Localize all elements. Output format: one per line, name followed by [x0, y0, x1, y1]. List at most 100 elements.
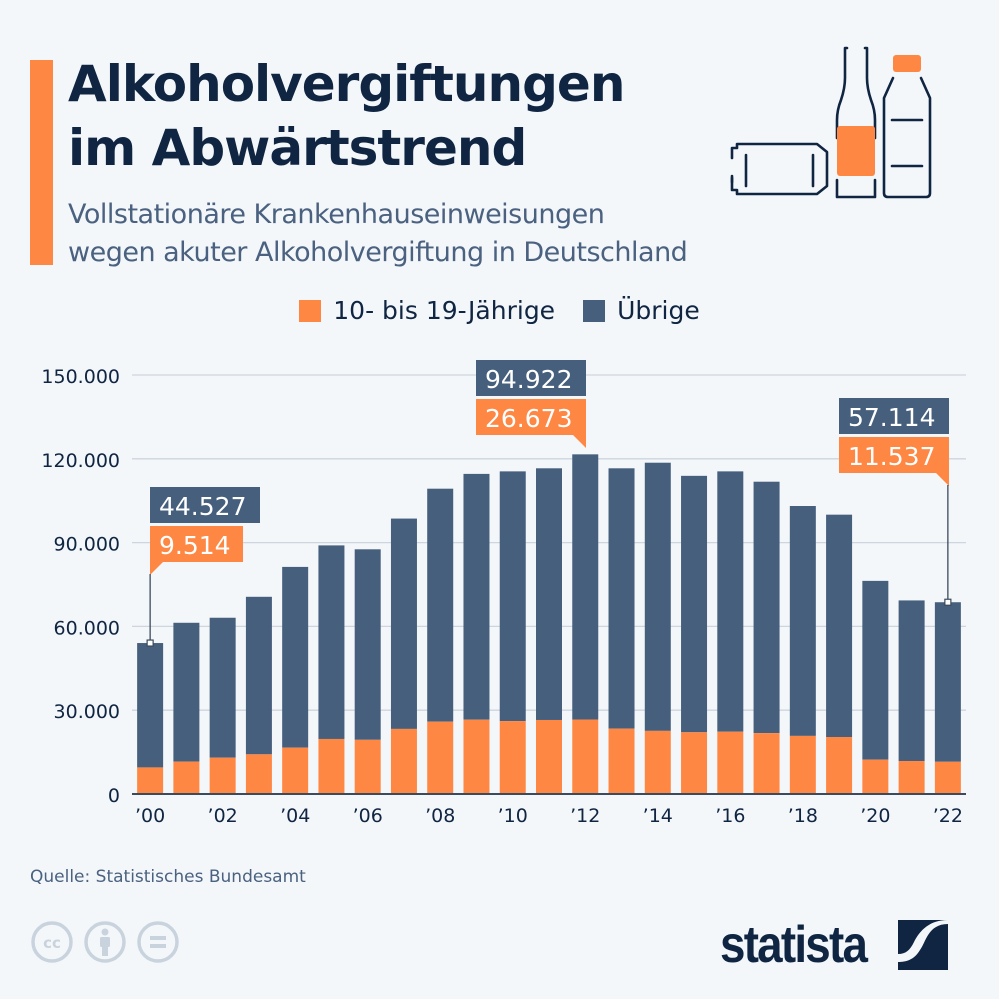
statista-mark-icon: [898, 920, 949, 970]
value-callout: 57.114 11.537: [839, 398, 952, 606]
bar-segment-other: [463, 473, 490, 720]
bar-segment-youth: [536, 719, 562, 794]
bar-segment-youth: [644, 730, 671, 794]
callout-box-youth: [839, 437, 949, 473]
bar-segment-youth: [137, 767, 164, 794]
bar-segment-other: [282, 566, 309, 748]
accent-bar: [30, 60, 53, 265]
svg-text:cc: cc: [43, 934, 61, 952]
callout-box-other: [150, 487, 260, 523]
callout-marker: [944, 598, 952, 606]
bar-segment-other: [934, 602, 961, 762]
bar-segment-other: [354, 549, 381, 740]
value-callout: 44.527 9.514: [146, 487, 260, 647]
bar-segment-other: [644, 462, 671, 731]
bar-segment-other: [608, 468, 635, 729]
source-note: Quelle: Statistisches Bundesamt: [30, 867, 306, 887]
callout-box-youth: [150, 526, 243, 562]
x-tick-label: ’06: [353, 805, 383, 827]
bar-segment-youth: [209, 757, 236, 794]
callout-box-other: [839, 398, 949, 434]
value-callout: 94.922 26.673: [476, 360, 586, 448]
x-tick-label: ’20: [860, 805, 890, 827]
legend-swatch-youth: [299, 299, 322, 322]
x-tick-label: ’08: [425, 805, 455, 827]
bar-segment-other: [826, 514, 853, 738]
legend-label-other: Übrige: [617, 296, 700, 325]
y-tick-label: 150.000: [41, 366, 120, 388]
bar-segment-youth: [862, 759, 889, 794]
y-tick-label: 30.000: [54, 701, 120, 723]
bar-segment-other: [245, 596, 272, 755]
bar-segment-youth: [499, 721, 526, 794]
bar-segment-other: [536, 468, 562, 720]
callout-value-youth: 11.537: [848, 442, 935, 471]
bar-segment-other: [862, 580, 889, 760]
callout-marker: [146, 639, 154, 647]
bar-segment-other: [209, 617, 236, 758]
bar-segment-youth: [318, 738, 345, 794]
page-title: Alkoholvergiftungen im Abwärtstrend: [68, 52, 625, 180]
bar-segment-other: [499, 471, 526, 722]
bar-segment-other: [173, 622, 200, 762]
x-tick-label: ’02: [208, 805, 238, 827]
x-tick-label: ’00: [135, 805, 165, 827]
legend-swatch-other: [583, 299, 606, 322]
callout-value-other: 44.527: [159, 492, 246, 521]
bar-segment-youth: [282, 747, 309, 794]
y-tick-label: 60.000: [54, 617, 120, 639]
x-tick-label: ’14: [643, 805, 673, 827]
bar-segment-youth: [608, 728, 635, 794]
bar-segment-youth: [390, 728, 417, 794]
bar-segment-other: [318, 545, 345, 739]
y-tick-label: 90.000: [54, 534, 120, 556]
bar-segment-other: [898, 600, 925, 762]
bar-segment-youth: [681, 732, 708, 794]
legend-item-youth: 10- bis 19-Jährige: [299, 296, 555, 325]
subtitle-line-1: Vollstationäre Krankenhauseinweisungen: [68, 199, 605, 230]
bar-segment-youth: [934, 761, 961, 794]
callout-box-youth: [476, 399, 586, 435]
bar-segment-other: [717, 471, 744, 732]
y-tick-label: 0: [108, 785, 120, 807]
callout-pointer: [936, 473, 949, 486]
bar-segment-youth: [753, 733, 780, 794]
bar-segment-youth: [463, 719, 490, 794]
subtitle-line-2: wegen akuter Alkoholvergiftung in Deutsc…: [68, 237, 688, 268]
callout-pointer: [150, 562, 163, 575]
x-tick-label: ’04: [280, 805, 310, 827]
title-line-2: im Abwärtstrend: [68, 119, 527, 177]
bar-segment-youth: [717, 731, 744, 794]
x-tick-label: ’18: [788, 805, 818, 827]
bar-segment-youth: [245, 754, 272, 794]
bar-segment-youth: [572, 719, 599, 794]
bottles-icon: [730, 46, 932, 199]
legend-item-other: Übrige: [583, 296, 700, 325]
attribution-icon[interactable]: [83, 920, 127, 964]
bar-segment-other: [753, 481, 780, 734]
bar-segment-youth: [173, 761, 200, 794]
bar-segment-youth: [427, 721, 454, 794]
callout-pointer: [573, 435, 586, 448]
bar-segment-youth: [354, 739, 381, 794]
bar-segment-youth: [826, 737, 853, 794]
callout-value-youth: 26.673: [485, 404, 572, 433]
legend-label-youth: 10- bis 19-Jährige: [333, 296, 556, 325]
x-tick-label: ’16: [715, 805, 745, 827]
x-tick-label: ’10: [498, 805, 528, 827]
bar-segment-other: [572, 454, 599, 720]
license-icons: cc: [30, 920, 180, 964]
bar-segment-other: [137, 643, 164, 768]
subtitle: Vollstationäre Krankenhauseinweisungen w…: [68, 196, 688, 272]
stacked-bar-chart: 0 30.000 60.000 90.000 120.000 150.000 ’00 ’02 ’…: [41, 360, 966, 827]
bar-segment-youth: [789, 735, 816, 794]
brand-name: statista: [720, 916, 868, 974]
x-tick-label: ’12: [570, 805, 600, 827]
statista-logo[interactable]: statista: [720, 915, 949, 975]
bar-segment-other: [427, 488, 454, 722]
y-tick-label: 120.000: [41, 450, 120, 472]
x-tick-label: ’22: [933, 805, 963, 827]
cc-icon[interactable]: cc: [30, 920, 74, 964]
callout-value-other: 94.922: [485, 365, 572, 394]
no-derivatives-icon[interactable]: [136, 920, 180, 964]
